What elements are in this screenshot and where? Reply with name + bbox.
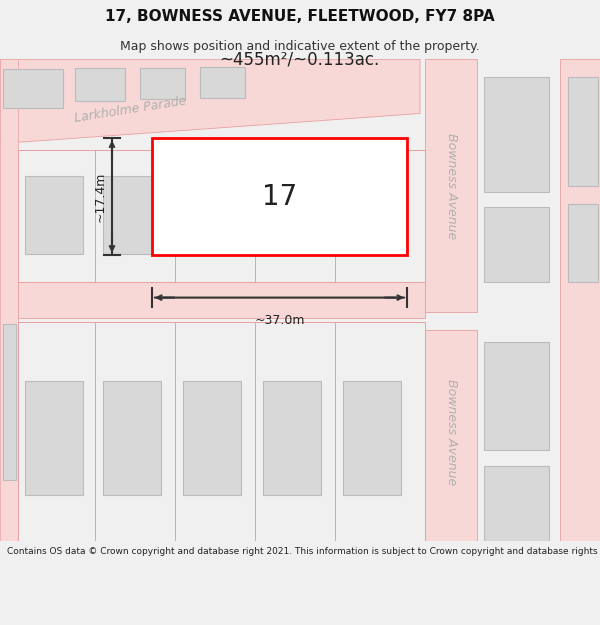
Text: Map shows position and indicative extent of the property.: Map shows position and indicative extent… (120, 40, 480, 52)
Text: 17: 17 (262, 182, 297, 211)
Bar (343, 176, 401, 254)
Bar (183, 381, 241, 495)
Text: ~455m²/~0.113ac.: ~455m²/~0.113ac. (220, 51, 380, 68)
Bar (0, 59, 18, 541)
Bar (103, 176, 161, 254)
Bar (183, 176, 241, 254)
Text: Bowness Avenue: Bowness Avenue (445, 132, 458, 239)
Bar (175, 149, 255, 282)
Bar (95, 149, 175, 282)
Text: ~37.0m: ~37.0m (254, 314, 305, 328)
Bar (18, 282, 425, 318)
Bar (18, 322, 95, 541)
Bar (175, 322, 255, 541)
Bar (103, 381, 161, 495)
Bar (335, 322, 425, 541)
Bar (75, 68, 125, 101)
Bar (484, 208, 549, 282)
Bar (343, 381, 401, 495)
Bar (95, 322, 175, 541)
Bar (25, 176, 83, 254)
Bar (335, 149, 425, 282)
Bar (152, 138, 407, 256)
Bar (425, 330, 477, 541)
Text: Contains OS data © Crown copyright and database right 2021. This information is : Contains OS data © Crown copyright and d… (7, 548, 600, 556)
Bar (484, 342, 549, 451)
Bar (263, 381, 321, 495)
Polygon shape (0, 59, 420, 144)
Bar (568, 78, 598, 186)
Bar (484, 78, 549, 192)
Bar (3, 324, 16, 481)
Text: ~17.4m: ~17.4m (94, 171, 107, 222)
Bar (263, 176, 321, 254)
Bar (200, 67, 245, 98)
Bar (560, 59, 600, 541)
Text: Larkholme Parade: Larkholme Parade (73, 94, 187, 125)
Bar (3, 69, 63, 108)
Bar (255, 322, 335, 541)
Bar (425, 59, 477, 312)
Text: 17, BOWNESS AVENUE, FLEETWOOD, FY7 8PA: 17, BOWNESS AVENUE, FLEETWOOD, FY7 8PA (105, 9, 495, 24)
Bar (140, 68, 185, 99)
Bar (484, 466, 549, 541)
Bar (255, 149, 335, 282)
Bar (25, 381, 83, 495)
Text: Bowness Avenue: Bowness Avenue (445, 379, 458, 486)
Bar (568, 204, 598, 282)
Bar (18, 149, 95, 282)
